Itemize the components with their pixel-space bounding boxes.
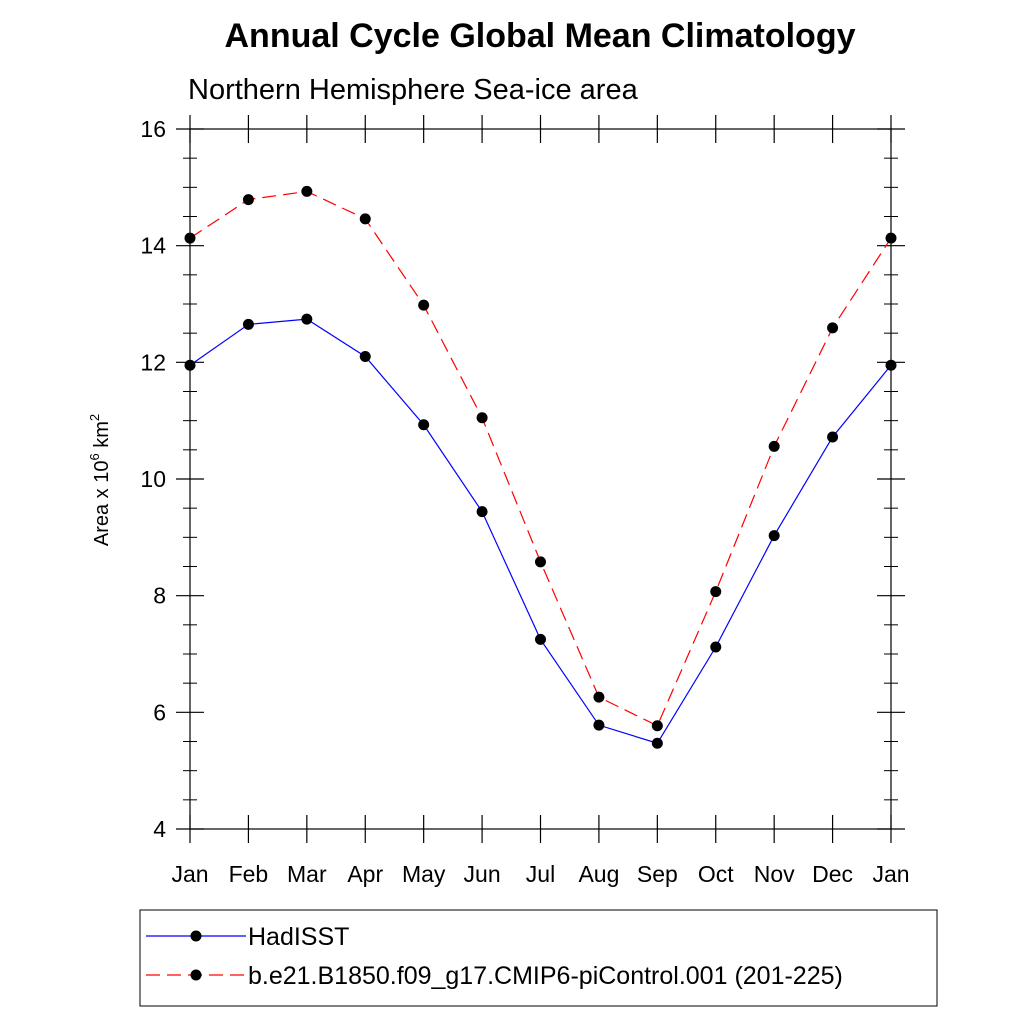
series-1-point (593, 691, 605, 703)
y-axis-label-exponent: 6 (87, 453, 102, 460)
series-1-point (242, 194, 254, 206)
legend-label-1: b.e21.B1850.f09_g17.CMIP6-piControl.001 … (248, 962, 843, 990)
series-0-point (593, 719, 605, 731)
x-tick-labels: Jan Feb Mar Apr May Jun Jul Aug Sep Oct Nov Dec Jan (171, 861, 909, 887)
x-tick-label: Apr (347, 861, 383, 887)
series-0-point (418, 419, 430, 431)
series-0-point (359, 351, 371, 362)
y-axis-label-group: Area x 106 km2 (87, 414, 113, 546)
x-tick-label: Jun (464, 861, 501, 887)
y-tick-label: 10 (140, 466, 166, 492)
series-0-point (651, 737, 663, 749)
legend-label-0: HadISST (248, 923, 349, 951)
series-1-point (184, 232, 196, 244)
series-1-point (651, 720, 663, 732)
series-0-point (535, 633, 546, 645)
plot-frame (189, 128, 892, 830)
y-tick-label: 4 (153, 816, 166, 842)
x-tick-label: Mar (287, 861, 327, 887)
series-group (184, 185, 897, 749)
series-line-0 (189, 318, 892, 744)
series-0-point (885, 359, 897, 371)
legend-box (139, 909, 938, 1007)
y-tick-label: 8 (153, 583, 166, 609)
legend: HadISST b.e21.B1850.f09_g17.CMIP6-piContr… (146, 923, 843, 990)
axis-ticks (176, 115, 905, 843)
legend-marker-1 (190, 969, 202, 981)
series-0-point (710, 641, 722, 653)
series-1-point (301, 185, 313, 197)
series-1-point (768, 440, 780, 452)
series-1-point (535, 556, 546, 568)
chart-title: Annual Cycle Global Mean Climatology (225, 17, 856, 55)
y-tick-label: 16 (140, 116, 166, 142)
x-tick-label: Jul (526, 861, 555, 887)
x-tick-label: Nov (754, 861, 795, 887)
y-tick-label: 12 (140, 349, 166, 375)
x-tick-label: Jan (171, 861, 208, 887)
x-tick-label: Aug (578, 861, 619, 887)
series-1-point (827, 322, 839, 334)
series-1-point (359, 213, 371, 225)
y-axis-label-unit: km (91, 421, 113, 453)
x-tick-label: May (402, 861, 446, 887)
series-0-point (768, 530, 780, 542)
x-tick-label: Dec (812, 861, 853, 887)
y-tick-labels: 4 6 8 10 12 14 16 (140, 116, 166, 842)
series-0-point (242, 318, 254, 330)
x-tick-label: Oct (698, 861, 734, 887)
y-tick-label: 14 (140, 233, 166, 259)
y-axis-label: Area x 106 km2 (87, 414, 113, 546)
series-0-point (184, 359, 196, 371)
legend-marker-0 (190, 930, 202, 942)
y-axis-label-unit-exponent: 2 (87, 414, 102, 421)
series-1-point (710, 586, 722, 598)
series-1-point (418, 299, 430, 311)
x-tick-label: Feb (229, 861, 269, 887)
series-line-1 (189, 190, 892, 727)
series-0-point (827, 431, 839, 443)
y-axis-label-prefix: Area x 10 (91, 461, 113, 547)
x-tick-label: Sep (637, 861, 678, 887)
chart-subtitle: Northern Hemisphere Sea-ice area (188, 74, 639, 106)
y-tick-label: 6 (153, 699, 166, 725)
series-0-point (301, 313, 313, 325)
x-tick-label: Jan (872, 861, 909, 887)
series-0-point (476, 506, 488, 518)
series-1-point (476, 412, 488, 424)
series-1-point (885, 232, 897, 244)
